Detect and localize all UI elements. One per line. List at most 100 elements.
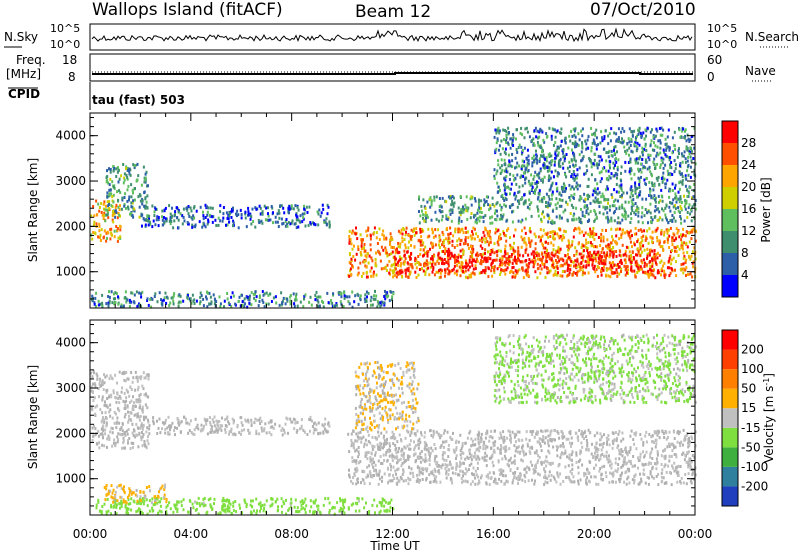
echo-cell [671,220,674,223]
echo-cell [551,190,554,194]
echo-cell [157,224,160,228]
echo-cell [131,188,134,192]
echo-cell [119,228,122,232]
echo-cell [107,301,110,305]
echo-cell [152,416,155,420]
echo-cell [500,170,503,174]
echo-cell [580,246,583,249]
echo-cell [673,130,676,134]
echo-cell [690,219,693,223]
echo-cell [119,191,122,195]
echo-cell [343,506,346,510]
echo-cell [143,393,146,397]
echo-cell [138,415,141,419]
echo-cell [147,374,150,378]
echo-cell [103,207,105,211]
echo-cell [132,215,135,219]
echo-cell [617,140,620,143]
echo-cell [558,192,561,196]
echo-cell [198,502,201,506]
echo-cell [147,377,150,381]
echo-cell [564,208,567,212]
echo-cell [509,243,512,247]
echo-cell [192,216,195,220]
echo-cell [344,498,347,502]
echo-cell [647,155,650,159]
echo-cell [501,257,504,260]
echo-cell [684,268,687,272]
echo-cell [558,216,561,220]
echo-cell [538,135,541,139]
echo-cell [610,248,613,251]
echo-cell [132,395,134,399]
echo-cell [449,196,451,200]
echo-cell [505,141,508,144]
echo-cell [575,217,578,221]
echo-cell [626,265,629,269]
echo-cell [547,153,550,157]
echo-cell [557,172,560,176]
echo-cell [660,229,663,233]
echo-cell [574,159,577,163]
echo-cell [250,215,253,219]
nsky-trace [91,27,693,43]
echo-cell [477,208,479,212]
echo-cell [193,302,196,305]
echo-cell [108,395,110,399]
echo-cell [669,226,672,230]
echo-cell [582,244,585,248]
echo-cell [144,496,147,499]
echo-cell [600,170,603,174]
echo-cell [120,303,123,307]
echo-cell [631,259,634,263]
echo-cell [668,256,671,260]
echo-cell [599,244,602,248]
echo-cell [164,217,167,221]
echo-cell [459,195,462,198]
echo-cell [101,395,104,399]
echo-cell [591,133,594,137]
echo-cell [263,507,266,510]
echo-cell [546,267,549,271]
echo-cell [453,271,456,275]
echo-cell [375,273,378,277]
echo-cell [630,268,633,272]
echo-cell [572,235,575,239]
echo-cell [231,291,234,295]
echo-cell [538,191,541,195]
echo-cell [589,201,592,205]
echo-cell [123,176,126,180]
echo-cell [601,136,603,140]
echo-cell [689,212,692,216]
echo-cell [456,259,459,263]
echo-cell [122,498,125,502]
echo-cell [296,304,299,308]
echo-cell [356,496,359,500]
echo-cell [505,130,508,134]
echo-cell [654,198,657,202]
echo-cell [668,246,671,249]
echo-cell [119,432,122,436]
echo-cell [427,266,430,270]
echo-cell [620,267,623,271]
echo-cell [602,236,605,240]
echo-cell [651,273,654,277]
echo-cell [560,127,563,131]
echo-cell [106,437,109,441]
echo-cell [594,270,597,274]
echo-cell [550,137,553,141]
echo-cell [660,156,663,160]
echo-cell [581,266,584,269]
echo-cell [480,199,483,203]
echo-cell [555,206,558,210]
echo-cell [502,138,505,141]
echo-cell [93,424,95,428]
echo-cell [135,510,138,514]
echo-cell [139,404,142,408]
echo-cell [266,218,269,222]
echo-cell [525,272,528,276]
echo-cell [170,296,173,300]
echo-cell [551,251,554,255]
echo-cell [162,298,165,302]
echo-cell [631,202,634,205]
